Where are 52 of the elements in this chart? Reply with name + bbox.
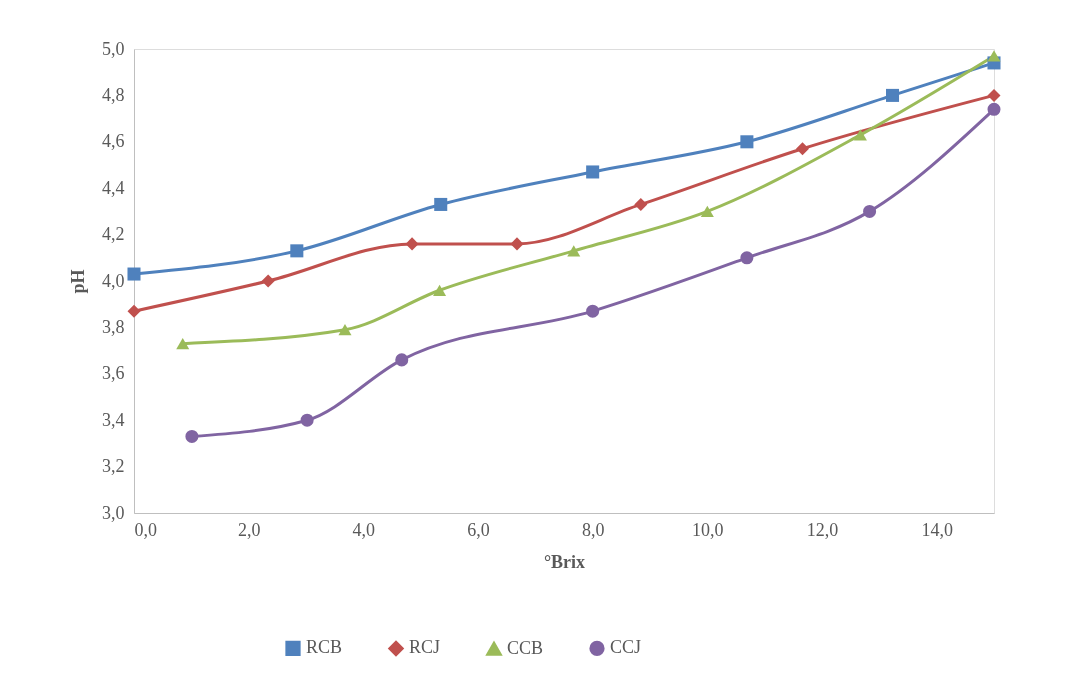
point	[261, 274, 275, 288]
x-tick-label: 6,0	[467, 519, 490, 540]
point	[987, 88, 1001, 102]
point	[795, 142, 810, 156]
y-tick-label: 3,8	[102, 316, 125, 337]
point	[853, 129, 867, 141]
y-axis-title: pH	[68, 269, 88, 294]
point	[987, 50, 1001, 62]
y-tick-label: 3,4	[102, 409, 125, 430]
point	[740, 135, 754, 149]
point	[987, 102, 1001, 116]
y-tick-label: 3,2	[102, 456, 125, 477]
legend-label: CCB	[507, 637, 544, 658]
y-tick-label: 3,0	[102, 502, 125, 523]
point	[405, 237, 419, 251]
point	[863, 204, 877, 218]
point	[176, 337, 190, 350]
x-tick-label: 8,0	[581, 519, 605, 540]
point	[740, 251, 754, 265]
x-tick-label: 0,0	[134, 519, 157, 540]
point	[290, 244, 304, 258]
x-tick-label: 12,0	[806, 519, 839, 540]
y-tick-label: 4,2	[102, 224, 125, 245]
legend-label: CCJ	[610, 637, 642, 658]
point	[434, 197, 448, 211]
point	[127, 267, 141, 281]
point	[586, 165, 600, 179]
x-tick-label: 10,0	[692, 519, 724, 540]
point	[185, 429, 199, 443]
point	[510, 237, 524, 251]
x-tick-label: 14,0	[921, 519, 953, 540]
y-tick-label: 5,0	[102, 38, 125, 59]
legend-label: RCB	[306, 637, 343, 658]
y-tick-label: 4,4	[102, 177, 125, 198]
point	[338, 324, 352, 336]
y-tick-label: 4,6	[102, 131, 125, 152]
y-tick-label: 4,8	[102, 84, 125, 105]
x-tick-label: 4,0	[352, 519, 376, 540]
y-tick-label: 3,6	[102, 363, 125, 384]
point	[433, 284, 447, 296]
point	[886, 88, 900, 102]
x-tick-label: 2,0	[237, 519, 261, 540]
point	[127, 304, 141, 318]
point	[395, 353, 409, 367]
point	[586, 304, 600, 318]
legend-label: RCJ	[409, 637, 441, 658]
y-tick-label: 4,0	[102, 270, 125, 291]
point	[634, 197, 648, 211]
point	[300, 413, 314, 427]
point	[567, 245, 581, 257]
x-axis-title: °Brix	[543, 551, 586, 572]
point	[700, 205, 714, 218]
